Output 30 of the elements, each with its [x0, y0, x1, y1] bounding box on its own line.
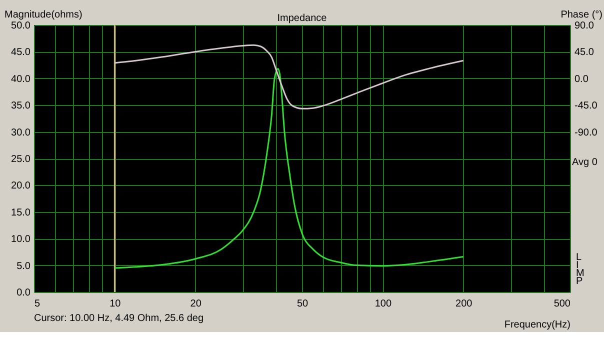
- y-tick-label: 25.0: [11, 154, 31, 165]
- y-tick-label: 10.0: [11, 234, 31, 246]
- y2-tick-label: -45.0: [574, 100, 598, 112]
- text: Cursor: 10.00 Hz, 4.49 Ohm, 25.6 deg: [34, 313, 204, 324]
- x-axis-title: Frequency(Hz): [504, 320, 570, 330]
- y-tick-label: 45.0: [11, 47, 31, 58]
- y2-tick-label: 0.0: [574, 74, 589, 85]
- chart-title: Impedance: [277, 13, 328, 24]
- x-tick-label: 500: [554, 298, 571, 310]
- y-tick-label: 35.0: [11, 100, 31, 112]
- y-tick-label: 20.0: [11, 180, 31, 192]
- y2-tick-label: -90.0: [574, 127, 598, 138]
- y-tick-label: 50.0: [11, 20, 31, 32]
- x-tick-label: 100: [374, 298, 392, 310]
- text: Avg 0: [572, 157, 598, 168]
- y2-axis-title: Phase (°): [560, 10, 602, 20]
- y-tick-label: 30.0: [11, 127, 31, 138]
- y2-tick-label: 45.0: [574, 47, 594, 58]
- y-tick-label: 0.0: [16, 288, 31, 298]
- x-tick-label: 20: [190, 298, 202, 310]
- x-tick-label: 200: [456, 298, 473, 310]
- y2-tick-label: 90.0: [574, 20, 594, 32]
- x-tick-label: 5: [34, 298, 40, 310]
- y-tick-label: 15.0: [11, 207, 31, 218]
- y-axis-title: Magnitude(ohms): [4, 10, 82, 20]
- y-tick-label: 40.0: [11, 74, 31, 85]
- text: LIMP: [576, 252, 584, 287]
- x-tick-label: 10: [110, 298, 122, 310]
- x-tick-label: 50: [296, 298, 308, 310]
- y-tick-label: 5.0: [16, 260, 31, 272]
